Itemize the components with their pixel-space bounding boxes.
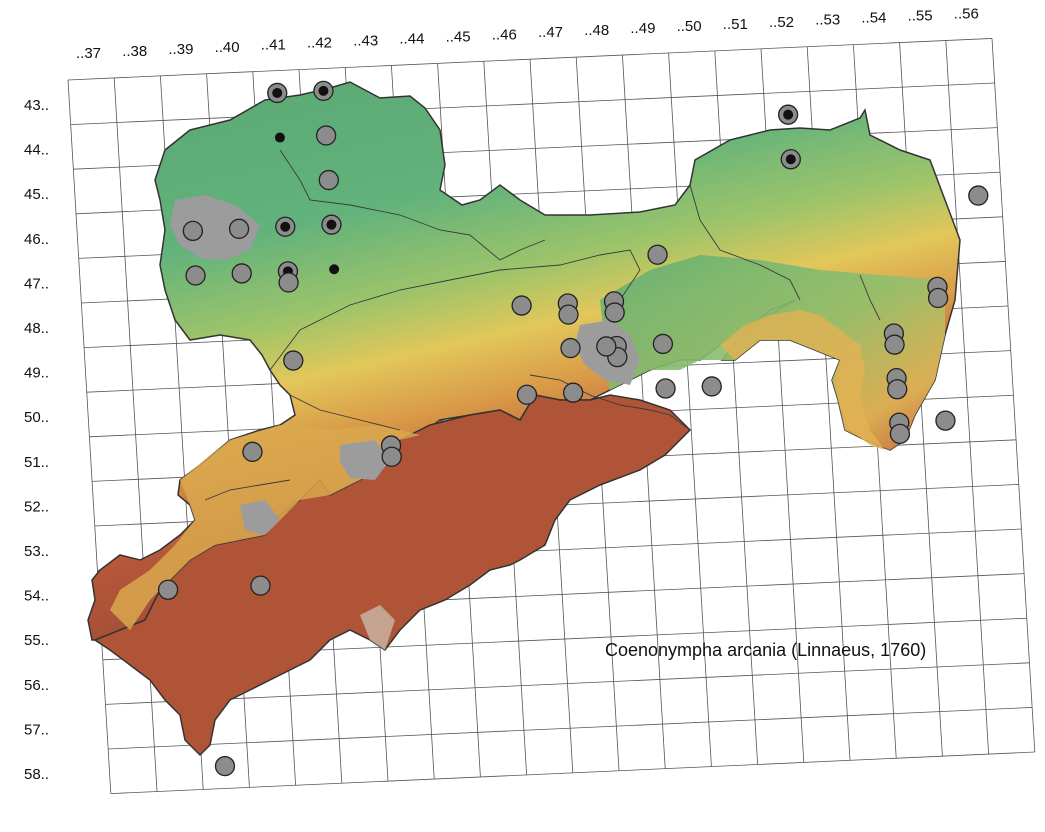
historic-record-marker xyxy=(326,219,337,230)
row-labels: 43.. 44.. 45.. 46.. 47.. 48.. 49.. 50.. 51.. 52..… xyxy=(24,97,49,783)
historic-record-marker xyxy=(329,264,340,275)
column-label: ..42 xyxy=(307,35,332,52)
record-marker xyxy=(315,125,337,146)
record-marker xyxy=(511,295,532,316)
grid-line-horizontal xyxy=(108,707,1033,750)
record-marker xyxy=(250,575,271,596)
record-marker xyxy=(318,169,339,191)
row-label: 55.. xyxy=(24,632,49,649)
record-marker xyxy=(927,287,949,309)
record-marker xyxy=(214,755,236,777)
row-label: 44.. xyxy=(24,142,49,159)
record-marker xyxy=(701,376,722,397)
record-marker xyxy=(516,384,538,405)
record-marker xyxy=(889,423,911,445)
column-label: ..45 xyxy=(446,28,471,45)
record-marker xyxy=(157,579,179,600)
row-label: 57.. xyxy=(24,721,49,738)
record-markers xyxy=(157,80,989,777)
column-label: ..51 xyxy=(723,16,748,33)
column-label: ..48 xyxy=(584,22,609,39)
row-label: 54.. xyxy=(24,588,49,605)
column-label: ..56 xyxy=(954,5,979,22)
urban-chemnitz xyxy=(340,440,390,480)
record-marker xyxy=(647,244,668,265)
historic-record-marker xyxy=(318,85,329,96)
column-label: ..52 xyxy=(769,14,794,31)
record-marker xyxy=(283,350,304,371)
row-label: 47.. xyxy=(24,275,49,292)
record-marker xyxy=(560,337,581,359)
relief-elbe-valley xyxy=(720,310,885,450)
historic-record-marker xyxy=(785,154,796,165)
record-marker xyxy=(278,272,299,293)
row-label: 51.. xyxy=(24,454,49,471)
record-marker xyxy=(185,265,206,286)
row-label: 56.. xyxy=(24,677,49,694)
record-marker xyxy=(228,218,250,239)
record-marker xyxy=(884,334,905,355)
record-marker xyxy=(242,441,263,462)
urban-leipzig xyxy=(170,195,260,260)
column-label: ..43 xyxy=(353,33,378,50)
record-marker xyxy=(558,304,579,325)
species-name: Coenonympha arcania (Linnaeus, 1760) xyxy=(605,640,927,660)
grid-line-horizontal xyxy=(67,38,993,81)
record-marker xyxy=(652,333,674,355)
row-label: 46.. xyxy=(24,231,49,248)
record-marker xyxy=(381,446,402,467)
record-marker xyxy=(604,302,625,323)
column-label: ..47 xyxy=(538,24,563,41)
column-label: ..39 xyxy=(168,41,193,58)
column-label: ..53 xyxy=(815,12,840,29)
district-boundaries xyxy=(204,149,881,501)
row-label: 53.. xyxy=(24,543,49,560)
column-labels: ..37 ..38 ..39 ..40 ..41 ..42 ..43 ..44 ..45 ..46… xyxy=(76,5,979,62)
historic-record-marker xyxy=(280,221,291,232)
column-label: ..46 xyxy=(492,26,517,43)
grid-line-horizontal xyxy=(110,751,1035,794)
column-label: ..55 xyxy=(908,8,933,25)
grid-line-horizontal xyxy=(70,82,995,125)
record-marker xyxy=(655,378,676,399)
record-marker xyxy=(563,382,584,403)
column-label: ..37 xyxy=(76,45,101,62)
record-marker xyxy=(231,263,252,284)
record-marker xyxy=(935,410,956,431)
column-label: ..50 xyxy=(677,18,702,35)
column-label: ..54 xyxy=(861,10,886,27)
row-label: 43.. xyxy=(24,97,49,114)
row-label: 45.. xyxy=(24,186,49,203)
record-marker xyxy=(596,336,617,357)
column-label: ..49 xyxy=(630,20,655,37)
historic-record-marker xyxy=(274,132,285,143)
historic-record-marker xyxy=(783,109,794,120)
historic-record-marker xyxy=(272,87,283,98)
row-label: 58.. xyxy=(24,766,49,783)
row-label: 49.. xyxy=(24,365,49,382)
column-label: ..41 xyxy=(261,37,286,54)
grid-line-horizontal xyxy=(105,662,1030,705)
column-label: ..40 xyxy=(215,39,240,56)
row-label: 52.. xyxy=(24,498,49,515)
urban-zwickau xyxy=(240,500,280,535)
record-marker xyxy=(182,220,204,242)
row-label: 50.. xyxy=(24,409,49,426)
column-label: ..44 xyxy=(399,30,424,47)
record-marker xyxy=(968,185,989,206)
relief-summit xyxy=(360,605,395,650)
row-label: 48.. xyxy=(24,320,49,337)
record-marker xyxy=(887,379,908,400)
column-label: ..38 xyxy=(122,43,147,60)
